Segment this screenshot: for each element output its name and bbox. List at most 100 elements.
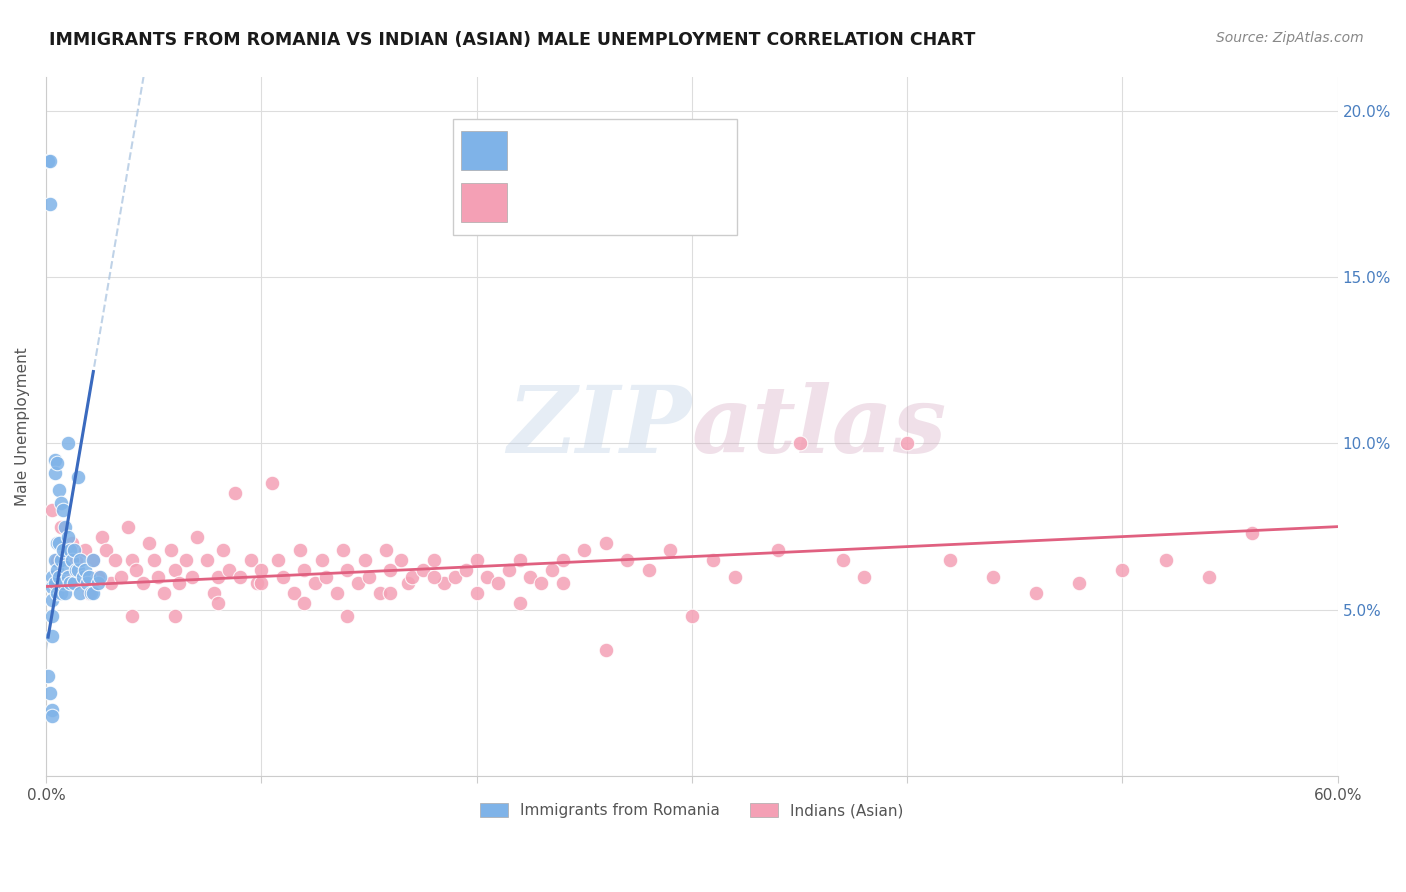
Point xyxy=(509,553,531,567)
Point xyxy=(96,542,118,557)
Point xyxy=(181,569,204,583)
Point xyxy=(86,569,108,583)
Point xyxy=(44,553,66,567)
Point xyxy=(465,586,488,600)
Point xyxy=(616,553,638,567)
Point xyxy=(702,553,724,567)
Point xyxy=(368,586,391,600)
Point xyxy=(89,569,111,583)
Point xyxy=(49,553,72,567)
Legend: Immigrants from Romania, Indians (Asian): Immigrants from Romania, Indians (Asian) xyxy=(474,797,910,824)
Point xyxy=(401,569,423,583)
Point xyxy=(574,542,596,557)
Point xyxy=(207,596,229,610)
Point xyxy=(49,586,72,600)
Point xyxy=(53,519,76,533)
Point xyxy=(357,569,380,583)
Point xyxy=(53,559,76,574)
Point xyxy=(347,576,370,591)
Point xyxy=(292,596,315,610)
Point xyxy=(465,553,488,567)
Point xyxy=(59,576,82,591)
Point xyxy=(44,453,66,467)
Point xyxy=(39,686,62,700)
Point xyxy=(44,467,66,481)
Point xyxy=(41,609,63,624)
Point xyxy=(250,563,273,577)
Point xyxy=(63,576,86,591)
Point xyxy=(311,553,333,567)
Point xyxy=(142,553,165,567)
Point xyxy=(375,542,398,557)
Point xyxy=(73,542,96,557)
Point xyxy=(766,542,789,557)
Point xyxy=(76,576,98,591)
Point xyxy=(138,536,160,550)
Point xyxy=(73,563,96,577)
Point xyxy=(41,592,63,607)
Text: Source: ZipAtlas.com: Source: ZipAtlas.com xyxy=(1216,31,1364,45)
Point xyxy=(37,153,59,168)
Point xyxy=(486,576,509,591)
Point xyxy=(519,569,541,583)
Point xyxy=(267,553,290,567)
Point xyxy=(246,576,269,591)
Point xyxy=(80,586,103,600)
Point xyxy=(229,569,252,583)
Point xyxy=(218,563,240,577)
Point xyxy=(82,553,104,567)
Point xyxy=(304,576,326,591)
Point xyxy=(56,569,79,583)
Point xyxy=(422,569,444,583)
Point xyxy=(831,553,853,567)
Point xyxy=(288,542,311,557)
Point xyxy=(1198,569,1220,583)
Point xyxy=(104,553,127,567)
Point xyxy=(41,629,63,643)
Point xyxy=(37,669,59,683)
Point xyxy=(211,542,233,557)
Point xyxy=(65,553,87,567)
Point xyxy=(160,542,183,557)
Point xyxy=(39,153,62,168)
Point xyxy=(224,486,246,500)
Point xyxy=(45,586,67,600)
Point xyxy=(52,542,75,557)
Point xyxy=(165,563,187,577)
Point xyxy=(53,586,76,600)
Point xyxy=(45,457,67,471)
Point xyxy=(67,469,90,483)
Point xyxy=(121,553,143,567)
Point xyxy=(41,503,63,517)
Point xyxy=(283,586,305,600)
Point xyxy=(724,569,747,583)
Point xyxy=(153,586,176,600)
Point xyxy=(332,542,354,557)
Point xyxy=(45,536,67,550)
Point xyxy=(396,576,419,591)
Point xyxy=(530,576,553,591)
Point xyxy=(100,576,122,591)
Point xyxy=(412,563,434,577)
Point xyxy=(422,553,444,567)
Point xyxy=(336,563,359,577)
Point xyxy=(91,530,114,544)
Point xyxy=(82,553,104,567)
Point xyxy=(165,609,187,624)
Point xyxy=(56,569,79,583)
Point xyxy=(380,586,402,600)
Point xyxy=(63,542,86,557)
Y-axis label: Male Unemployment: Male Unemployment xyxy=(15,347,30,506)
Point xyxy=(56,530,79,544)
Point xyxy=(551,576,574,591)
Point xyxy=(69,586,91,600)
Point xyxy=(48,569,70,583)
Point xyxy=(260,476,283,491)
Point xyxy=(60,553,83,567)
Point xyxy=(52,576,75,591)
Point xyxy=(125,563,148,577)
Point xyxy=(45,563,67,577)
Point xyxy=(45,553,67,567)
Point xyxy=(433,576,456,591)
Point xyxy=(595,642,617,657)
